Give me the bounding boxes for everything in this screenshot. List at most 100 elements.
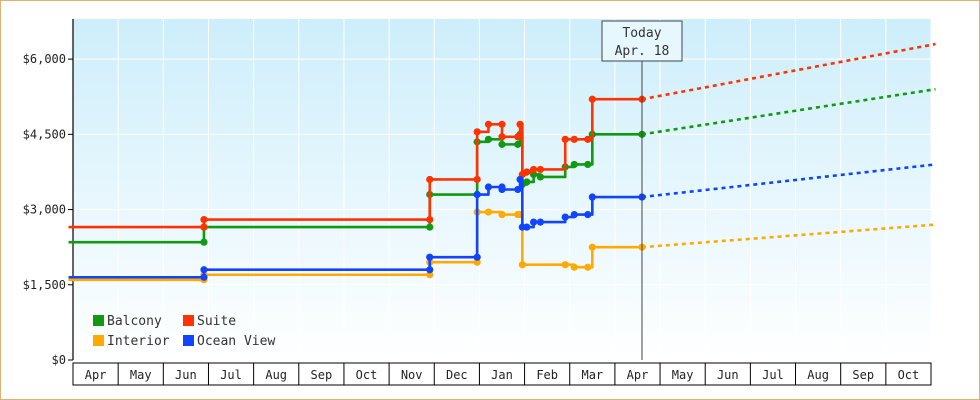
x-tick-label: Aug [807,368,829,382]
data-point-interior [473,258,481,266]
x-tick-label: Feb [536,368,558,382]
legend-label-ocean-view: Ocean View [197,334,275,349]
data-point-ocean-view [516,175,524,184]
legend-label-interior: Interior [107,334,170,349]
data-point-ocean-view [584,210,592,219]
legend-swatch-balcony [93,315,104,326]
x-tick-label: Dec [446,368,468,382]
data-point-suite [516,120,524,128]
legend-swatch-suite [183,315,194,326]
forecast-line-interior [641,223,936,249]
data-point-suite [473,175,481,184]
series-ocean-view [68,163,936,281]
x-tick-label: May [672,368,694,382]
data-point-interior [561,261,569,269]
data-point-interior [584,263,592,271]
forecast-line-suite [641,42,936,101]
y-tick-label: $3,000 [23,203,66,217]
data-point-ocean-view [484,183,493,191]
data-point-interior [588,243,596,251]
x-tick-label: Jan [491,368,513,382]
data-point-ocean-view [200,266,208,274]
legend-label-suite: Suite [197,314,236,329]
data-point-ocean-view [426,266,434,274]
today-box [601,20,683,62]
data-point-balcony [200,238,208,246]
data-point-suite [570,135,578,143]
x-tick-label: Sep [311,368,333,382]
data-point-suite [588,95,596,103]
today-label: Today [622,26,661,41]
series-suite [68,42,936,231]
x-tick-label: Jun [175,368,197,382]
x-tick-label: Apr [85,368,107,382]
data-point-interior [498,210,506,219]
data-point-balcony [484,135,493,143]
data-point-balcony [536,173,544,181]
forecast-line-ocean-view [641,163,936,199]
data-point-suite [200,223,208,231]
data-point-suite [514,133,522,141]
data-point-balcony [584,160,592,169]
data-point-ocean-view [536,218,544,226]
data-point-ocean-view [514,185,522,194]
legend-label-balcony: Balcony [107,314,162,329]
data-point-suite [426,175,434,184]
y-tick-label: $6,000 [23,52,66,66]
x-tick-label: Jul [762,368,784,382]
today-marker: Today Apr. 18 [601,20,683,360]
legend-swatch-ocean-view [183,335,194,346]
x-tick-label: Jun [717,368,739,382]
data-point-suite [523,168,531,176]
today-date: Apr. 18 [615,44,670,59]
data-point-suite [498,133,506,141]
data-point-suite [473,128,481,136]
data-point-suite [584,135,592,143]
x-tick-label: Oct [898,368,920,382]
data-point-suite [426,215,434,224]
data-point-interior [570,263,578,271]
y-tick-label: $0 [52,353,66,367]
data-point-interior [518,261,526,269]
data-point-balcony [523,178,531,186]
data-point-ocean-view [473,190,481,199]
data-point-suite [530,165,538,174]
data-point-interior [426,271,434,279]
x-tick-label: Sep [852,368,874,382]
data-point-suite [536,165,544,174]
y-tick-label: $4,500 [23,127,66,141]
data-point-ocean-view [523,223,531,231]
data-point-balcony [514,140,522,148]
legend-swatch-interior [93,335,104,346]
y-axis: $0 $1,500 $3,000 $4,500 $6,000 [23,19,74,367]
x-axis: Apr May Jun Jul Aug Sep Oct Nov Dec Jan Feb Mar Apr M… [72,362,932,386]
x-tick-label: Mar [581,368,603,382]
data-point-ocean-view [426,253,434,261]
forecast-line-balcony [641,87,936,136]
data-point-balcony [570,160,578,169]
x-tick-label: Apr [627,368,649,382]
data-point-ocean-view [588,193,596,201]
data-point-ocean-view [530,218,538,226]
data-point-balcony [498,140,506,148]
x-tick-label: Oct [356,368,378,382]
data-point-interior [484,208,493,216]
data-point-balcony [426,223,434,231]
data-point-suite [200,215,208,224]
data-point-suite [561,135,569,143]
legend: Balcony Suite Interior Ocean View [93,314,275,349]
series-lines [68,42,936,284]
data-point-ocean-view [498,185,506,194]
data-point-suite [498,120,506,128]
data-point-ocean-view [561,213,569,221]
x-tick-label: Nov [401,368,423,382]
x-tick-label: Aug [265,368,287,382]
data-point-ocean-view [200,273,208,281]
data-point-suite [484,120,493,128]
x-tick-label: May [130,368,152,382]
y-tick-label: $1,500 [23,278,66,292]
data-point-ocean-view [570,210,578,219]
data-point-ocean-view [473,253,481,261]
